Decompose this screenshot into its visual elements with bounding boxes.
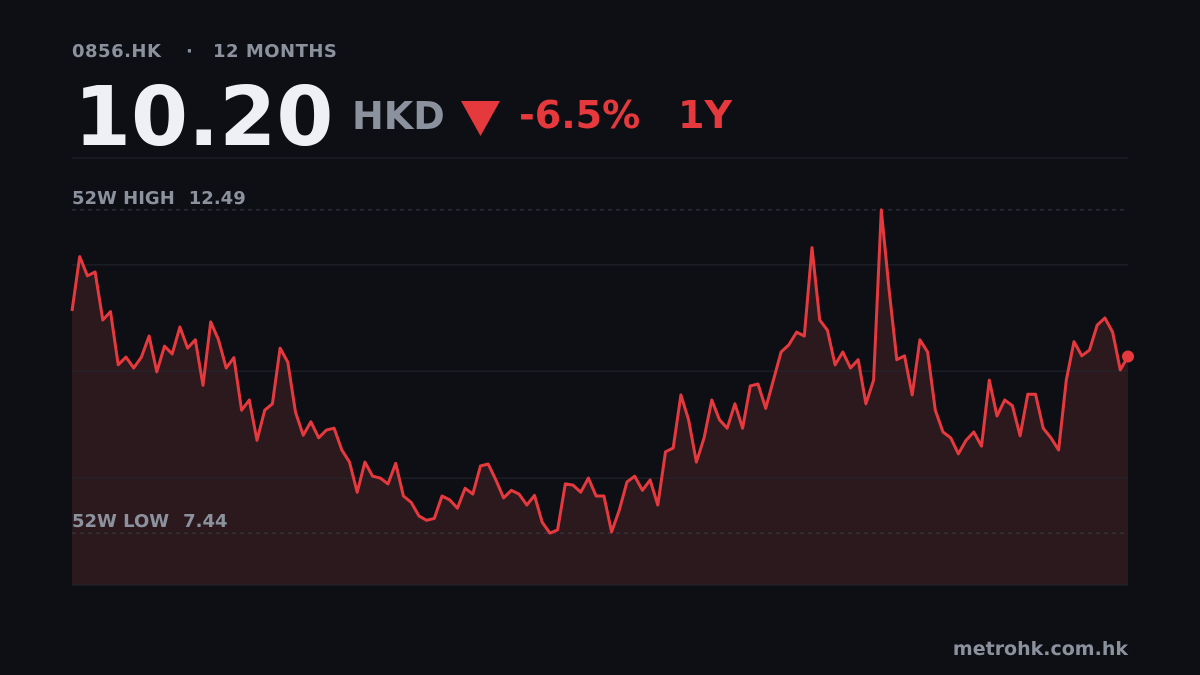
reference-label: 52W LOW [72, 511, 169, 532]
price-line [70, 208, 1130, 535]
separator-dot: · [186, 41, 193, 62]
down-arrow [461, 101, 500, 136]
plot: 52W HIGH 12.49 52W LOW 7.44 [70, 157, 1134, 586]
ticker: 0856.HK [72, 41, 162, 62]
last-point [1122, 350, 1134, 363]
reference-value: 7.44 [183, 511, 227, 532]
reference-label: 52W HIGH [72, 188, 175, 209]
reference-value: 12.49 [189, 188, 246, 209]
range: 1Y [678, 93, 732, 137]
change: -6.5% [519, 93, 640, 137]
source: metrohk.com.hk [953, 638, 1128, 660]
area-fill [72, 209, 1128, 585]
period: 12 MONTHS [213, 41, 337, 62]
price: 10.20 [74, 70, 333, 165]
currency: HKD [352, 94, 445, 138]
